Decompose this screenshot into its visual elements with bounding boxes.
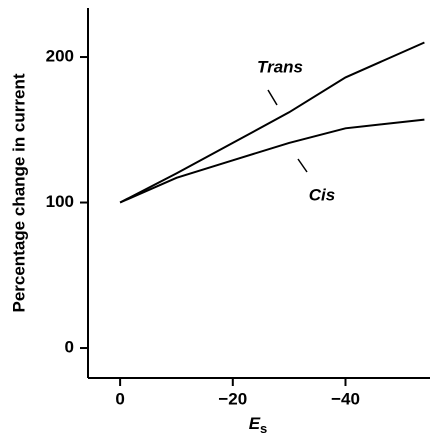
x-axis-label: Es xyxy=(249,414,268,436)
series-label: Trans xyxy=(257,57,303,76)
x-axis-label-subscript: s xyxy=(260,421,267,436)
leader-line xyxy=(267,89,278,106)
y-tick-label: 0 xyxy=(65,338,74,357)
y-tick-label: 100 xyxy=(46,192,74,211)
x-tick-label: −20 xyxy=(218,389,247,408)
y-axis-label: Percentage change in current xyxy=(9,73,28,312)
series-label: Cis xyxy=(309,185,335,204)
line xyxy=(119,41,425,204)
x-tick-label: −40 xyxy=(331,389,360,408)
y-tick-label: 200 xyxy=(46,47,74,66)
x-tick-label: 0 xyxy=(115,389,124,408)
line xyxy=(119,118,425,204)
leader-line xyxy=(297,158,308,173)
x-axis-label-main: E xyxy=(249,414,261,433)
